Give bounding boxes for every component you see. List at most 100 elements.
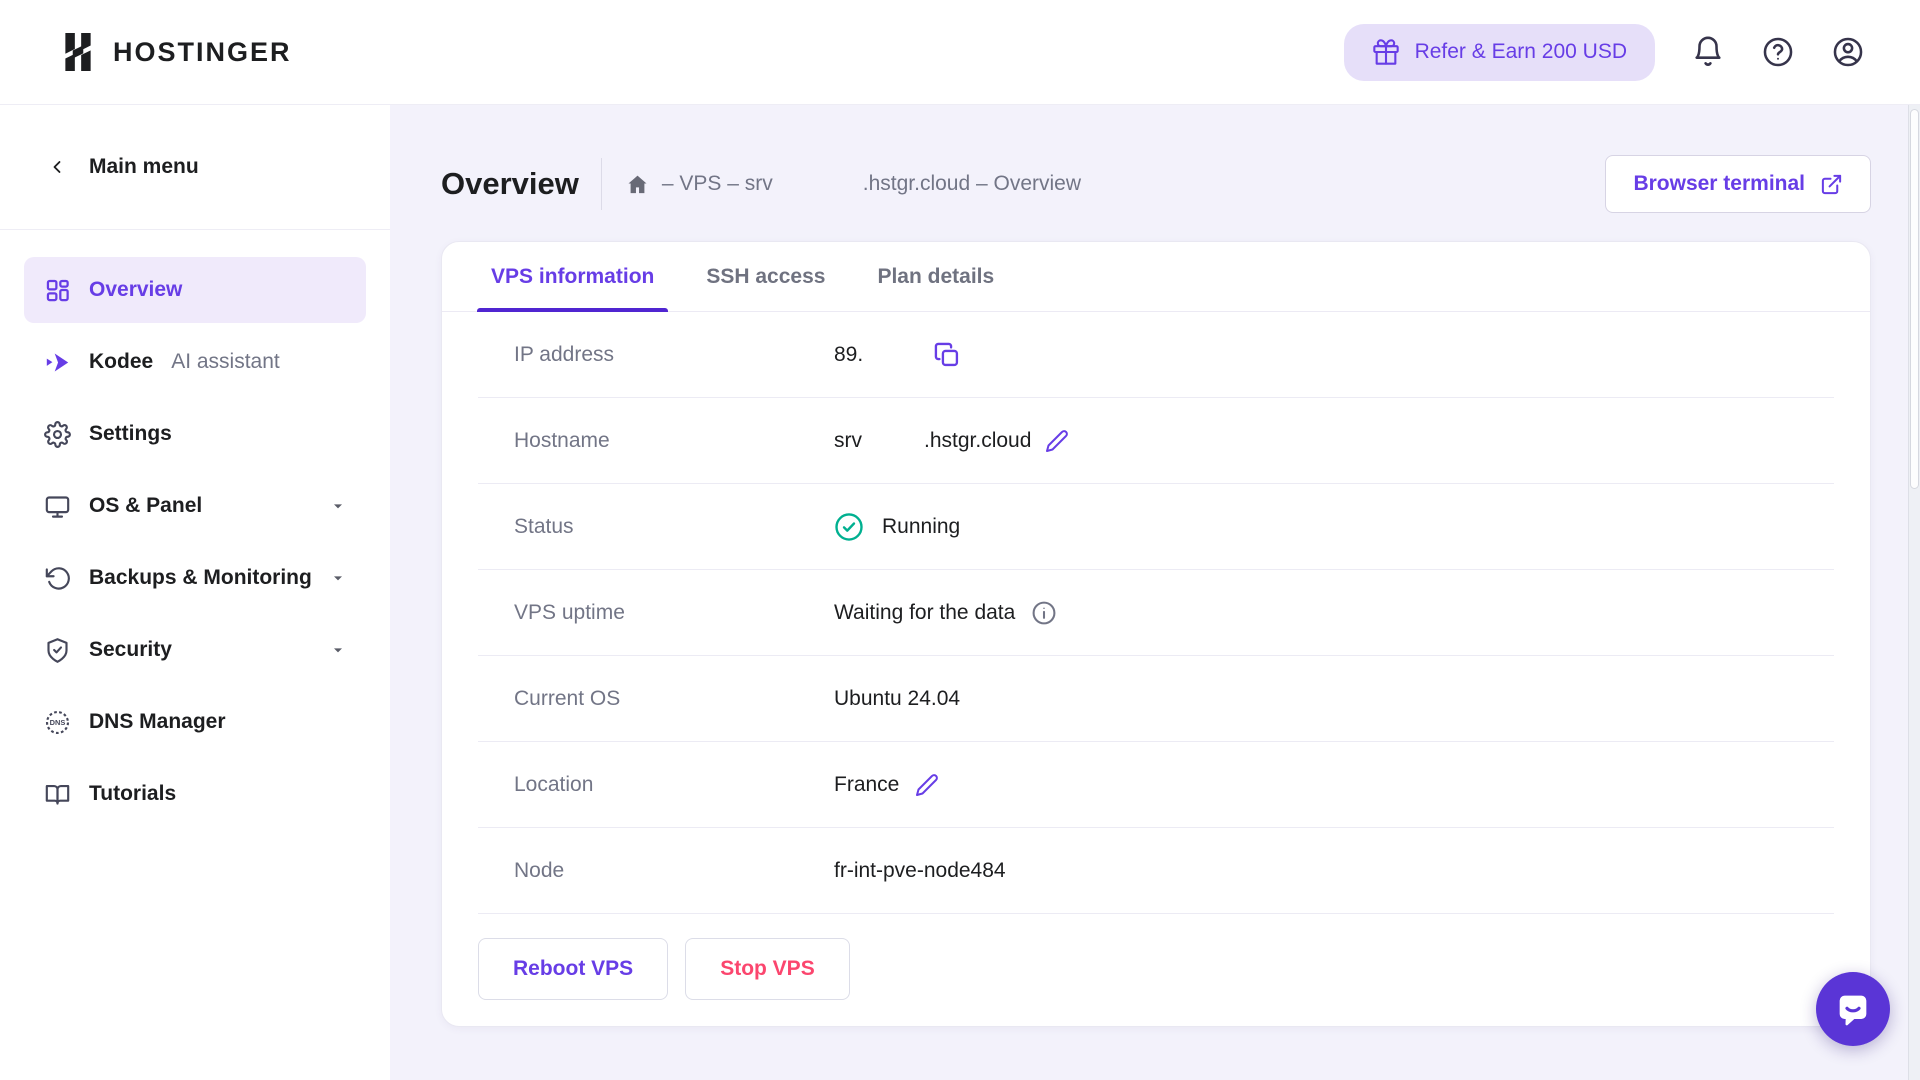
sidebar-item-label: Settings xyxy=(89,422,172,445)
hostinger-logo-icon xyxy=(58,32,98,72)
row-label: VPS uptime xyxy=(514,600,625,624)
browser-terminal-button[interactable]: Browser terminal xyxy=(1605,155,1871,213)
sidebar-item-overview[interactable]: Overview xyxy=(24,257,366,323)
sidebar-item-tutorials[interactable]: Tutorials xyxy=(24,761,366,827)
external-link-icon xyxy=(1820,173,1843,196)
sidebar: Main menu Overview Kodee AI xyxy=(0,105,390,1080)
sidebar-item-label: Kodee xyxy=(89,350,154,373)
user-icon xyxy=(1831,35,1865,69)
edit-icon[interactable] xyxy=(1045,429,1069,453)
chat-bubble-icon xyxy=(1833,989,1873,1029)
main-content: Overview – VPS – srv .hstgr.cloud – Over… xyxy=(390,0,1920,1027)
hostinger-logo[interactable]: HOSTINGER xyxy=(58,32,292,72)
chevron-down-icon xyxy=(330,570,346,586)
page-title: Overview xyxy=(441,166,579,201)
sidebar-item-os-panel[interactable]: OS & Panel xyxy=(24,473,366,539)
kodee-icon xyxy=(44,349,71,376)
home-icon[interactable] xyxy=(626,173,649,196)
shield-check-icon xyxy=(44,637,71,664)
bell-icon xyxy=(1691,35,1725,69)
sidebar-item-label: Backups & Monitoring xyxy=(89,566,312,589)
restore-icon xyxy=(44,565,71,592)
row-location: Location France xyxy=(478,742,1834,828)
page-scrollbar[interactable] xyxy=(1908,105,1920,1080)
row-label: Hostname xyxy=(514,428,610,452)
node-value: fr-int-pve-node484 xyxy=(834,858,1006,882)
chat-launcher-button[interactable] xyxy=(1816,972,1890,1046)
sidebar-item-label: Tutorials xyxy=(89,782,177,805)
vps-info-table: IP address 89. Hostname srv xyxy=(478,312,1834,914)
tab-label: Plan details xyxy=(877,264,995,288)
reboot-vps-button[interactable]: Reboot VPS xyxy=(478,938,669,1000)
row-label: Current OS xyxy=(514,686,621,710)
tab-bar: VPS information SSH access Plan details xyxy=(442,242,1870,312)
ip-value: 89. xyxy=(834,342,864,366)
row-hostname: Hostname srv .hstgr.cloud xyxy=(478,398,1834,484)
sidebar-item-label: Overview xyxy=(89,278,183,301)
main-menu-label: Main menu xyxy=(89,155,199,178)
scrollbar-thumb[interactable] xyxy=(1910,109,1919,489)
sidebar-item-dns-manager[interactable]: DNS DNS Manager xyxy=(24,689,366,755)
tab-ssh-access[interactable]: SSH access xyxy=(692,242,839,311)
row-status: Status Running xyxy=(478,484,1834,570)
header-actions: Refer & Earn 200 USD xyxy=(1343,23,1865,81)
edit-icon[interactable] xyxy=(915,773,939,797)
monitor-icon xyxy=(44,493,71,520)
book-icon xyxy=(44,781,71,808)
gear-icon xyxy=(44,420,71,448)
row-current-os: Current OS Ubuntu 24.04 xyxy=(478,656,1834,742)
sidebar-item-sublabel: AI assistant xyxy=(171,350,280,373)
gift-icon xyxy=(1372,38,1400,66)
account-button[interactable] xyxy=(1831,35,1865,69)
sidebar-item-label: OS & Panel xyxy=(89,494,203,517)
copy-icon[interactable] xyxy=(933,341,961,369)
sidebar-item-backups-monitoring[interactable]: Backups & Monitoring xyxy=(24,545,366,611)
notifications-button[interactable] xyxy=(1691,35,1725,69)
os-value: Ubuntu 24.04 xyxy=(834,686,961,710)
help-button[interactable] xyxy=(1761,35,1795,69)
sidebar-nav: Overview Kodee AI assistant Settings xyxy=(0,230,390,827)
tab-plan-details[interactable]: Plan details xyxy=(863,242,1008,311)
title-divider xyxy=(600,158,602,210)
row-label: Status xyxy=(514,514,574,538)
dashboard-icon xyxy=(44,277,71,304)
uptime-value: Waiting for the data xyxy=(834,600,1016,624)
info-icon[interactable] xyxy=(1031,600,1057,626)
sidebar-item-label: DNS Manager xyxy=(89,710,226,733)
hostname-value: srv xyxy=(834,428,862,452)
chevron-left-icon xyxy=(47,157,67,177)
location-value: France xyxy=(834,772,900,796)
status-value: Running xyxy=(882,514,961,538)
brand-name: HOSTINGER xyxy=(113,36,292,67)
question-icon xyxy=(1761,35,1795,69)
breadcrumb-host: .hstgr.cloud – Overview xyxy=(862,172,1082,195)
hostname-suffix: .hstgr.cloud xyxy=(924,428,1032,452)
row-label: IP address xyxy=(514,342,615,366)
stop-vps-button[interactable]: Stop VPS xyxy=(685,938,850,1000)
chevron-down-icon xyxy=(330,642,346,658)
row-label: Node xyxy=(514,858,565,882)
row-label: Location xyxy=(514,772,594,796)
breadcrumb-vps: – VPS – srv xyxy=(661,172,773,195)
row-node: Node fr-int-pve-node484 xyxy=(478,828,1834,914)
browser-terminal-label: Browser terminal xyxy=(1633,172,1805,195)
main-menu-back[interactable]: Main menu xyxy=(0,105,390,230)
sidebar-item-label: Security xyxy=(89,638,172,661)
sidebar-item-kodee[interactable]: Kodee AI assistant xyxy=(24,329,366,395)
sidebar-item-security[interactable]: Security xyxy=(24,617,366,683)
tab-label: SSH access xyxy=(706,264,826,288)
svg-text:DNS: DNS xyxy=(50,718,66,727)
refer-earn-button[interactable]: Refer & Earn 200 USD xyxy=(1343,23,1655,81)
vps-overview-card: VPS information SSH access Plan details … xyxy=(441,241,1871,1027)
dns-globe-icon: DNS xyxy=(44,709,71,736)
vps-action-buttons: Reboot VPS Stop VPS xyxy=(442,914,1870,1000)
chevron-down-icon xyxy=(330,498,346,514)
sidebar-item-settings[interactable]: Settings xyxy=(24,401,366,467)
check-circle-icon xyxy=(834,512,864,542)
breadcrumb: – VPS – srv .hstgr.cloud – Overview xyxy=(626,172,1081,196)
tab-vps-information[interactable]: VPS information xyxy=(477,242,669,312)
top-header: HOSTINGER Refer & Earn 200 USD xyxy=(0,0,1920,105)
refer-earn-label: Refer & Earn 200 USD xyxy=(1414,40,1627,63)
row-vps-uptime: VPS uptime Waiting for the data xyxy=(478,570,1834,656)
row-ip-address: IP address 89. xyxy=(478,312,1834,398)
